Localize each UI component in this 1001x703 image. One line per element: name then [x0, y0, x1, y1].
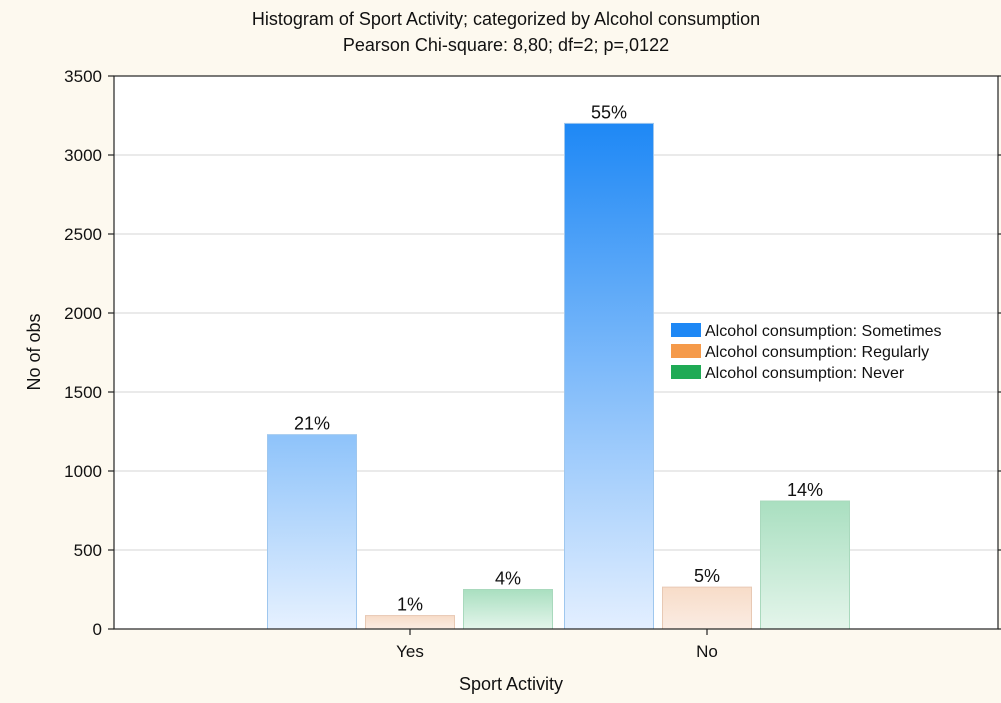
bar-sometimes-yes [267, 434, 357, 630]
bar-never-yes [463, 589, 553, 630]
legend-swatch [671, 323, 701, 337]
y-tick-label: 500 [74, 541, 102, 560]
plot-frame [113, 75, 999, 630]
data-label: 5% [694, 566, 720, 586]
bar-never-no [760, 500, 850, 630]
legend-label: Alcohol consumption: Never [705, 365, 905, 382]
y-axis-ticks: 0 500 1000 1500 2000 2500 3000 3500 [64, 67, 1001, 639]
x-axis-ticks: Yes No [396, 629, 718, 661]
data-label: 14% [787, 480, 823, 500]
bar-regularly-no [662, 586, 752, 630]
data-labels: 21% 1% 4% 55% 5% 14% [294, 102, 823, 614]
bar-regularly-yes [365, 615, 455, 630]
x-axis-title: Sport Activity [459, 674, 563, 694]
legend-label: Alcohol consumption: Sometimes [705, 323, 942, 340]
bars [267, 122, 850, 630]
y-tick-label: 1500 [64, 383, 102, 402]
chart-title: Histogram of Sport Activity; categorized… [252, 9, 760, 29]
y-tick-label: 1000 [64, 462, 102, 481]
plot-area [114, 76, 998, 629]
y-tick-label: 3000 [64, 146, 102, 165]
y-axis-title: No of obs [24, 313, 44, 390]
data-label: 1% [397, 595, 423, 615]
y-tick-label: 3500 [64, 67, 102, 86]
y-tick-label: 0 [93, 620, 102, 639]
x-tick-label: Yes [396, 642, 424, 661]
data-label: 55% [591, 102, 627, 122]
y-tick-label: 2500 [64, 225, 102, 244]
grid-lines [114, 154, 998, 551]
bar-sometimes-no [564, 122, 654, 630]
x-tick-label: No [696, 642, 718, 661]
y-tick-label: 2000 [64, 304, 102, 323]
chart-subtitle: Pearson Chi-square: 8,80; df=2; p=,0122 [343, 35, 669, 55]
data-label: 4% [495, 569, 521, 589]
legend-label: Alcohol consumption: Regularly [705, 344, 929, 361]
legend: Alcohol consumption: Sometimes Alcohol co… [671, 323, 942, 382]
legend-swatch [671, 365, 701, 379]
data-label: 21% [294, 414, 330, 434]
legend-swatch [671, 344, 701, 358]
